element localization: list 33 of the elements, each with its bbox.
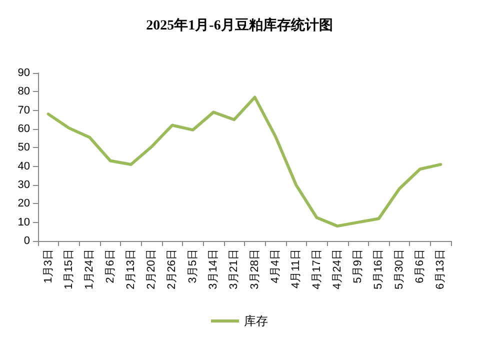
x-tick-label: 2月13日 (124, 249, 137, 290)
line-series (46, 96, 442, 228)
y-tick-label: 30 (18, 179, 30, 191)
y-tick-label: 0 (24, 235, 30, 247)
y-tick-label: 90 (18, 67, 30, 79)
y-tick-label: 60 (18, 123, 30, 135)
x-tick-label: 2月26日 (166, 249, 178, 290)
x-tick-label: 4月17日 (310, 249, 323, 290)
x-tick-label: 5月9日 (352, 249, 364, 284)
legend-label: 库存 (244, 314, 268, 328)
chart-title: 2025年1月-6月豆粕库存统计图 (146, 16, 333, 34)
x-tick-label: 3月28日 (248, 249, 261, 290)
y-tick-label: 80 (18, 86, 30, 98)
x-tick-label: 4月11日 (290, 249, 302, 289)
x-tick-label: 4月24日 (331, 249, 344, 290)
x-tick-label: 2月20日 (146, 249, 158, 290)
y-tick-label: 10 (18, 216, 30, 228)
x-tick-label: 5月30日 (393, 249, 406, 290)
x-tick-label: 1月24日 (84, 249, 96, 290)
x-tick-label: 5月16日 (372, 249, 385, 290)
y-tick-label: 70 (18, 104, 30, 116)
x-tick-label: 3月5日 (186, 249, 199, 284)
y-tick-label: 40 (18, 160, 30, 172)
x-tick-label: 1月3日 (42, 249, 54, 284)
x-tick-label: 3月14日 (208, 249, 220, 290)
x-tick-label: 4月4日 (269, 249, 282, 284)
x-tick-label: 1月15日 (62, 249, 75, 290)
y-tick-label: 20 (18, 198, 30, 210)
x-tick-label: 2月6日 (104, 249, 116, 284)
x-tick-label: 3月21日 (228, 249, 240, 290)
x-tick-label: 6月13日 (434, 249, 447, 290)
x-tick-label: 6月6日 (414, 249, 426, 284)
y-tick-label: 50 (18, 142, 30, 154)
